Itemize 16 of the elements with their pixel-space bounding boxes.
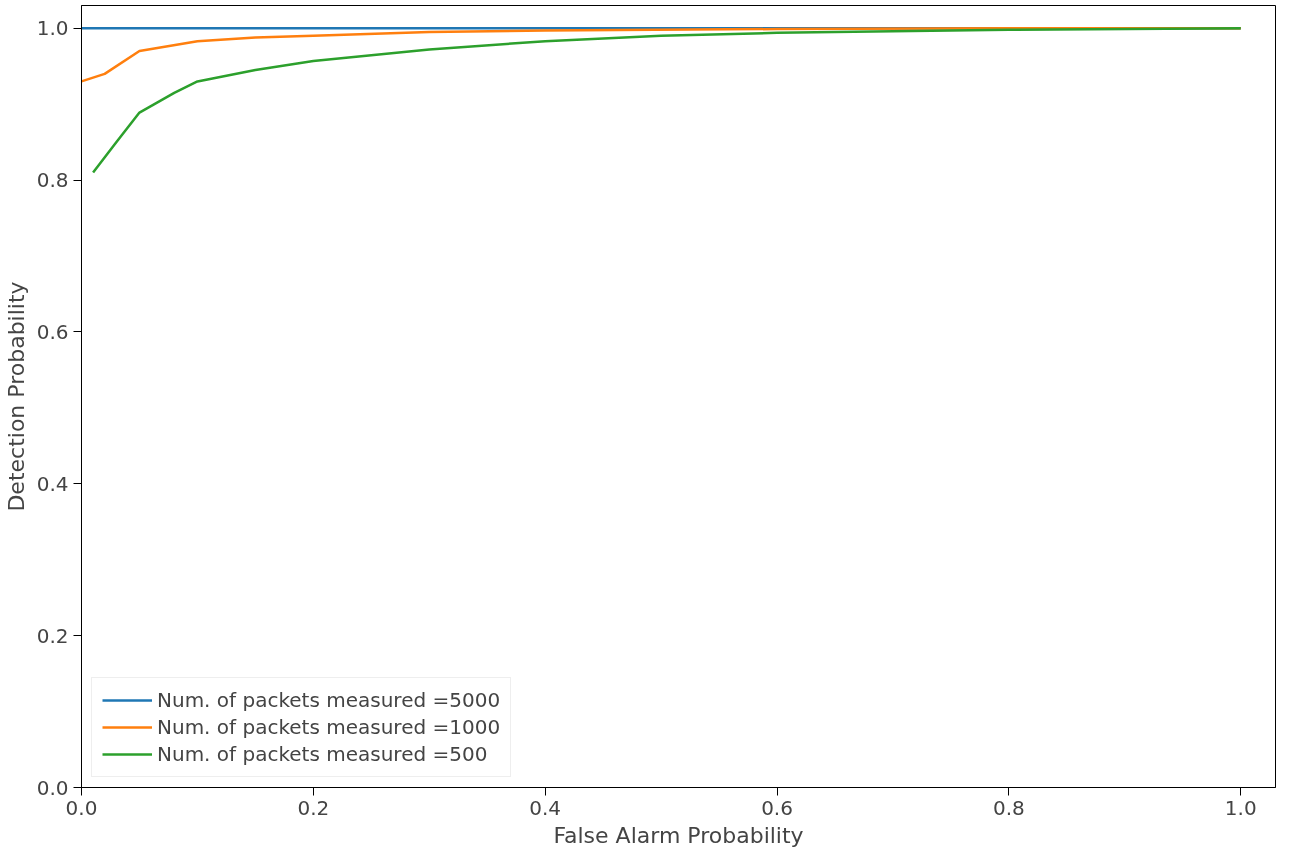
y-tick-label: 0.4 (36, 471, 69, 496)
legend-label: Num. of packets measured =5000 (157, 688, 501, 712)
x-axis-title: False Alarm Probability (553, 822, 804, 848)
line-series (91, 27, 1242, 174)
x-tick-label: 0.2 (297, 795, 330, 820)
x-tick-label: 1.0 (1224, 795, 1257, 820)
x-tick-label: 0.8 (992, 795, 1025, 820)
x-tick-label: 0.4 (529, 795, 562, 820)
x-tick-label: 0.6 (761, 795, 793, 820)
y-tick-label: 0.6 (36, 319, 69, 344)
y-tick-label: 0.2 (36, 623, 69, 648)
y-tick-label: 0.8 (36, 168, 69, 193)
legend-label: Num. of packets measured =500 (157, 742, 488, 766)
legend-label: Num. of packets measured =1000 (157, 715, 501, 739)
y-tick-label: 1.0 (36, 16, 69, 41)
y-axis-title: Detection Probability (3, 281, 29, 512)
